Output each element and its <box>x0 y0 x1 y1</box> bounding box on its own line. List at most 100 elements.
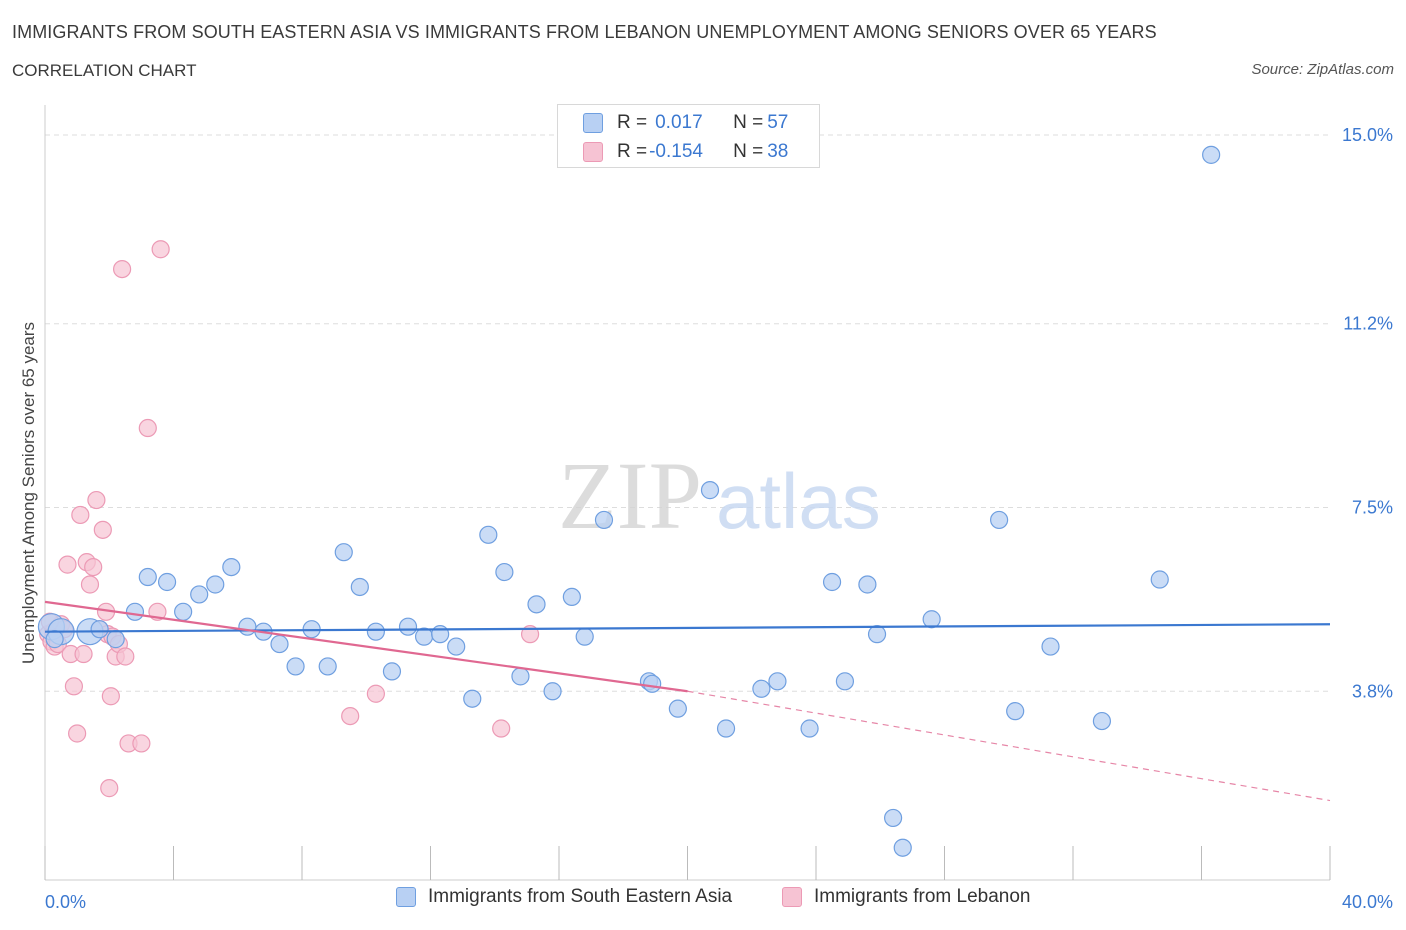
data-point <box>45 630 64 649</box>
data-point <box>93 520 112 539</box>
data-point <box>835 672 855 691</box>
data-point <box>543 682 562 701</box>
data-point <box>132 734 151 753</box>
data-point <box>594 510 614 530</box>
data-point <box>87 490 106 510</box>
data-point <box>414 627 434 646</box>
data-point <box>883 808 903 828</box>
data-point <box>125 602 145 621</box>
watermark: ZIP atlas <box>558 442 881 549</box>
data-point <box>138 567 157 587</box>
tick-labels: 3.8% 7.5% 11.2% 15.0% 0.0% 40.0% <box>45 125 1393 912</box>
data-point <box>562 587 581 607</box>
r-value: 0.017 <box>655 112 703 133</box>
data-point <box>138 418 157 438</box>
data-point <box>716 719 736 738</box>
data-point <box>318 657 337 676</box>
legend-swatch-pink <box>583 142 603 162</box>
y-axis-label: Unemployment Among Seniors over 65 years <box>19 322 38 664</box>
data-point <box>238 617 257 636</box>
legend-swatch-pink <box>782 887 802 907</box>
series-legend: Immigrants from South Eastern Asia Immig… <box>0 886 1406 918</box>
data-point <box>350 577 369 597</box>
trend-lines <box>44 600 1331 802</box>
y-tick-label: 3.8% <box>1352 681 1393 701</box>
data-point <box>1006 702 1025 721</box>
data-point <box>575 627 594 646</box>
data-point <box>492 719 511 738</box>
x-tick-label: 40.0% <box>1342 892 1393 912</box>
data-point <box>527 595 546 614</box>
data-point <box>922 610 941 629</box>
data-point <box>101 687 120 706</box>
data-point <box>643 674 662 693</box>
legend-item-south-eastern-asia: Immigrants from South Eastern Asia <box>396 886 732 908</box>
data-point <box>447 637 466 656</box>
data-point <box>366 622 385 641</box>
data-point <box>106 630 125 649</box>
data-point <box>1202 145 1221 164</box>
data-point <box>206 575 225 594</box>
data-point <box>431 625 450 644</box>
data-point <box>222 557 241 577</box>
data-point <box>1092 711 1112 731</box>
data-point <box>893 838 912 857</box>
data-point <box>190 585 209 604</box>
data-point <box>112 260 132 279</box>
data-point <box>700 481 720 500</box>
data-point <box>990 510 1009 530</box>
data-point <box>858 575 877 594</box>
grid-lines <box>45 134 1330 692</box>
watermark-zip: ZIP <box>558 442 702 549</box>
data-point <box>1041 637 1060 656</box>
data-point <box>768 672 787 691</box>
data-point <box>157 572 177 592</box>
data-point <box>1150 570 1169 589</box>
r-value: -0.154 <box>649 141 703 162</box>
legend-label: Immigrants from Lebanon <box>814 886 1031 907</box>
data-point <box>58 555 77 574</box>
n-value: 57 <box>767 112 789 133</box>
data-point <box>752 679 771 698</box>
data-point <box>151 240 170 259</box>
data-point <box>479 525 498 544</box>
trend-line-lebanon <box>44 600 688 693</box>
legend-row-south-eastern-asia: R = 0.017 N = 57 <box>583 108 788 138</box>
chart-subtitle: CORRELATION CHART <box>12 61 197 80</box>
axes <box>44 105 1331 881</box>
data-point <box>495 562 514 582</box>
data-point <box>71 505 90 525</box>
data-point <box>341 706 360 726</box>
data-point <box>74 644 93 664</box>
trend-line-lebanon-extrapolated <box>687 690 1331 802</box>
data-point <box>822 572 842 592</box>
data-point <box>366 684 385 703</box>
legend-swatch-blue <box>583 113 603 133</box>
data-point <box>463 689 482 708</box>
data-point <box>334 543 353 562</box>
data-point <box>800 719 819 738</box>
n-label: N = <box>733 141 764 162</box>
source-label: Source: ZipAtlas.com <box>1251 61 1394 78</box>
data-point <box>64 677 84 696</box>
data-point <box>511 667 530 686</box>
legend-label: Immigrants from South Eastern Asia <box>428 886 733 907</box>
legend-item-lebanon: Immigrants from Lebanon <box>782 886 1031 908</box>
series-south-eastern-asia <box>37 145 1221 857</box>
data-point <box>668 699 687 718</box>
data-point <box>382 662 402 681</box>
legend-row-lebanon: R = -0.154 N = 38 <box>583 137 788 167</box>
data-point <box>116 647 135 666</box>
y-tick-label: 7.5% <box>1352 498 1393 518</box>
data-point <box>84 557 103 577</box>
data-point <box>100 779 119 798</box>
data-point <box>286 657 305 676</box>
n-value: 38 <box>767 141 789 162</box>
data-point <box>68 724 87 743</box>
correlation-legend: R = 0.017 N = 57 R = -0.154 N = 38 <box>557 104 820 168</box>
data-point <box>270 634 289 654</box>
r-label: R = <box>617 112 648 133</box>
n-label: N = <box>733 112 764 133</box>
data-point <box>398 617 418 636</box>
